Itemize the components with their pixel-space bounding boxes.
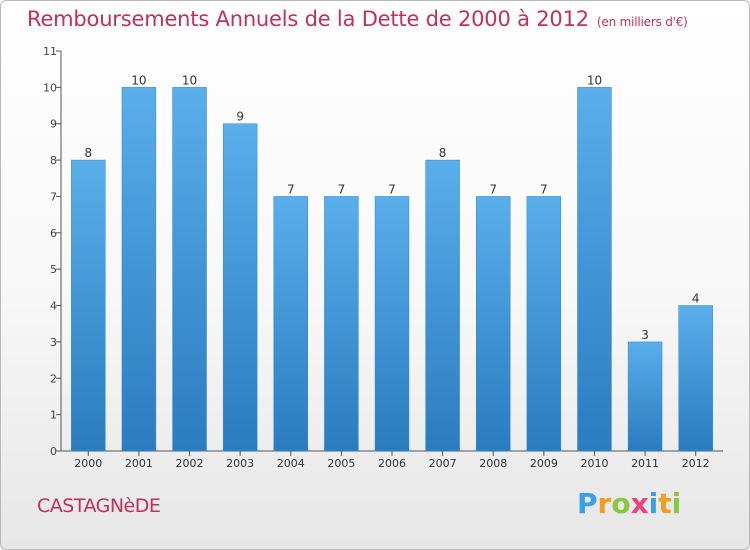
logo-letter: x: [630, 487, 649, 520]
bar-2004: [273, 196, 308, 452]
bar-2008: [476, 196, 511, 452]
logo-letter: t: [658, 487, 672, 520]
bar-2011: [627, 341, 663, 452]
x-tick-label-2012: 2012: [682, 457, 710, 470]
y-tick-label: 5: [50, 263, 57, 276]
bar-2002: [172, 87, 207, 452]
value-label-2012: 4: [692, 292, 700, 306]
data-labels-group: 8 10 10 9 7 7 7 8 7 7 10 3 4: [84, 73, 699, 342]
x-tick-label-2005: 2005: [327, 457, 355, 470]
x-tick-label-2006: 2006: [378, 457, 406, 470]
logo-letter: i: [671, 487, 682, 520]
y-tick-label: 11: [43, 45, 57, 58]
x-tick-label-2008: 2008: [479, 457, 507, 470]
chart-unit: (en milliers d'€): [596, 15, 688, 29]
y-tick-label: 3: [50, 336, 57, 349]
value-label-2000: 8: [84, 146, 92, 160]
x-tick-label-2011: 2011: [631, 457, 659, 470]
bar-2007: [425, 159, 460, 452]
bar-2012: [678, 305, 713, 452]
logo-letter: i: [648, 487, 659, 520]
x-axis: 2000 2001 2002 2003 2004 2005 2006 2007 2008 2009…: [61, 450, 723, 470]
x-tick-label-2001: 2001: [125, 457, 153, 470]
y-tick-label: 7: [50, 190, 57, 203]
value-label-2008: 7: [489, 182, 497, 196]
x-tick-label-2004: 2004: [277, 457, 305, 470]
x-tick-label-2010: 2010: [580, 457, 608, 470]
value-label-2001: 10: [131, 73, 146, 87]
y-tick-label: 6: [50, 227, 57, 240]
value-label-2010: 10: [587, 73, 602, 87]
logo-letter: o: [611, 487, 631, 520]
value-label-2003: 9: [236, 110, 244, 124]
value-label-2006: 7: [388, 182, 396, 196]
x-tick-label-2003: 2003: [226, 457, 254, 470]
bar-2003: [222, 123, 258, 452]
value-label-2009: 7: [540, 182, 548, 196]
y-tick-label: 9: [50, 118, 57, 131]
bar-2010: [577, 87, 612, 452]
chart-title-block: Remboursements Annuels de la Dette de 20…: [27, 7, 688, 31]
x-tick-label-2009: 2009: [530, 457, 558, 470]
y-tick-label: 1: [50, 409, 57, 422]
chart-title: Remboursements Annuels de la Dette de 20…: [27, 7, 589, 31]
value-label-2002: 10: [182, 73, 197, 87]
value-label-2004: 7: [287, 182, 295, 196]
town-name: CASTAGNèDE: [37, 495, 161, 517]
bar-2001: [121, 87, 157, 452]
y-tick-label: 8: [50, 154, 57, 167]
x-tick-label-2000: 2000: [74, 457, 102, 470]
bar-2009: [526, 196, 562, 452]
bars-group: [71, 87, 713, 452]
y-tick-label: 2: [50, 372, 57, 385]
x-tick-label-2002: 2002: [176, 457, 204, 470]
value-label-2007: 8: [439, 146, 447, 160]
x-tick-label-2007: 2007: [429, 457, 457, 470]
logo-letter: P: [577, 487, 598, 520]
logo-letter: r: [597, 487, 612, 520]
y-tick-label: 10: [43, 81, 57, 94]
bar-2005: [324, 196, 359, 452]
y-tick-label: 4: [50, 300, 57, 313]
proxiti-logo[interactable]: Proxiti: [577, 487, 681, 520]
y-tick-label: 0: [50, 445, 57, 458]
value-label-2011: 3: [641, 328, 649, 342]
bar-2000: [71, 159, 106, 452]
bar-2006: [374, 196, 410, 452]
y-axis: 0 1 2 3 4 5 6 7 8 9 10 11: [43, 45, 62, 458]
value-label-2005: 7: [338, 182, 346, 196]
